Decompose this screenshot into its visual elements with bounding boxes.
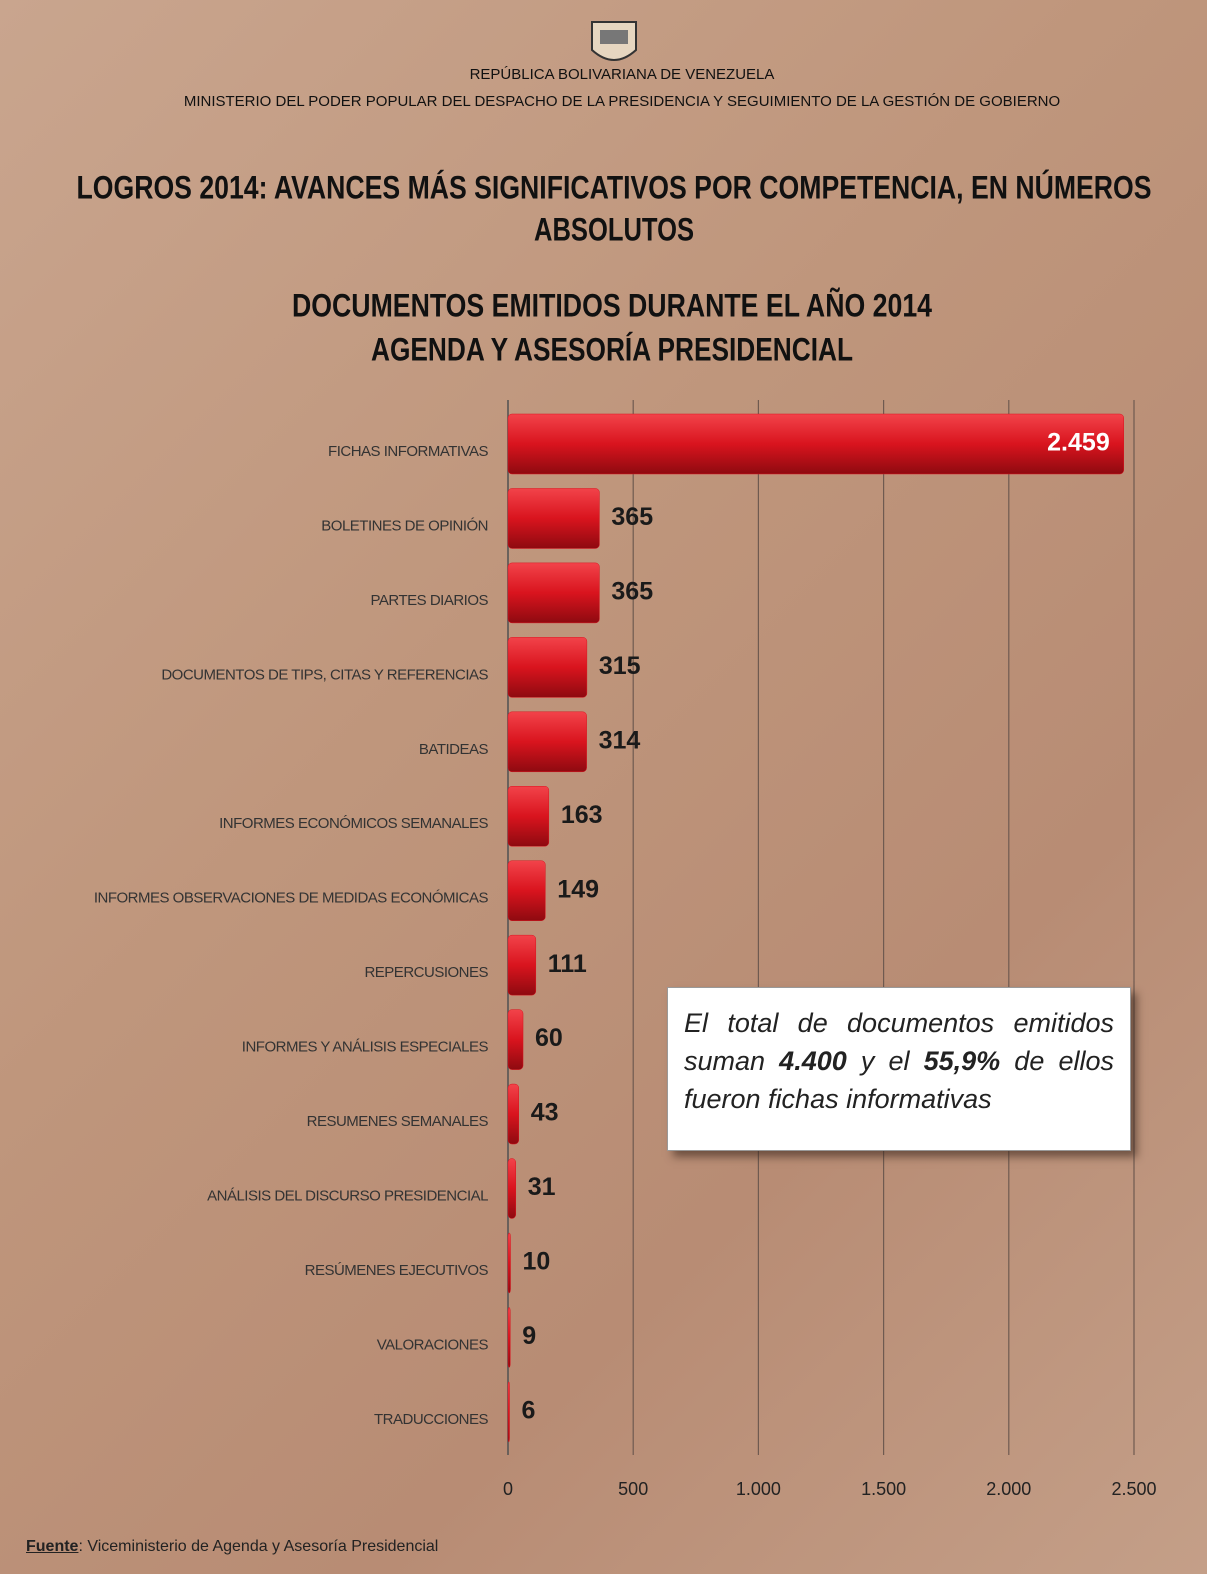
value-label: 2.459 bbox=[1047, 429, 1110, 457]
value-label: 10 bbox=[523, 1248, 551, 1276]
chart-title: DOCUMENTOS EMITIDOS DURANTE EL AÑO 2014 bbox=[292, 287, 932, 323]
bar bbox=[508, 1307, 510, 1367]
chart-title: AGENDA Y ASESORÍA PRESIDENCIAL bbox=[371, 331, 853, 367]
bar bbox=[508, 563, 599, 623]
y-tick-label: TRADUCCIONES bbox=[374, 1411, 489, 1428]
x-tick-label: 2.500 bbox=[1111, 1479, 1156, 1499]
annotation-text: 55,9% bbox=[924, 1046, 1001, 1076]
value-label: 163 bbox=[561, 801, 603, 829]
source-text: : Viceministerio de Agenda y Asesoría Pr… bbox=[78, 1538, 438, 1555]
bar bbox=[508, 637, 587, 697]
value-label: 315 bbox=[599, 652, 641, 680]
emblem bbox=[592, 22, 636, 60]
value-label: 111 bbox=[548, 950, 587, 978]
main-title: LOGROS 2014: AVANCES MÁS SIGNIFICATIVOS … bbox=[77, 169, 1152, 205]
main-title: ABSOLUTOS bbox=[534, 211, 694, 247]
bar bbox=[508, 1233, 511, 1293]
bar bbox=[508, 1159, 516, 1219]
value-label: 365 bbox=[611, 503, 653, 531]
x-tick-label: 1.500 bbox=[861, 1479, 906, 1499]
y-tick-label: INFORMES ECONÓMICOS SEMANALES bbox=[219, 815, 488, 832]
y-tick-label: ANÁLISIS DEL DISCURSO PRESIDENCIAL bbox=[207, 1187, 488, 1204]
value-label: 314 bbox=[599, 726, 641, 754]
annotation: El total de documentos emitidos suman 4.… bbox=[667, 987, 1131, 1151]
value-label: 6 bbox=[522, 1396, 536, 1424]
value-label: 365 bbox=[611, 578, 653, 606]
y-tick-label: BATIDEAS bbox=[419, 741, 489, 758]
y-tick-label: REPERCUSIONES bbox=[364, 964, 488, 981]
value-label: 31 bbox=[528, 1173, 556, 1201]
y-tick-label: RESUMENES SEMANALES bbox=[307, 1113, 489, 1130]
ministry: MINISTERIO DEL PODER POPULAR DEL DESPACH… bbox=[184, 93, 1060, 110]
value-label: 43 bbox=[531, 1099, 559, 1127]
bar bbox=[508, 1382, 510, 1442]
bar bbox=[508, 1084, 519, 1144]
bar bbox=[508, 414, 1124, 474]
y-tick-label: VALORACIONES bbox=[377, 1336, 489, 1353]
bar bbox=[508, 786, 549, 846]
page: REPÚBLICA BOLIVARIANA DE VENEZUELA MINIS… bbox=[0, 0, 1207, 1574]
y-tick-label: INFORMES OBSERVACIONES DE MEDIDAS ECONÓM… bbox=[94, 890, 489, 907]
bar bbox=[508, 488, 599, 548]
y-tick-label: BOLETINES DE OPINIÓN bbox=[321, 517, 488, 534]
bar bbox=[508, 935, 536, 995]
value-label: 9 bbox=[522, 1322, 536, 1350]
y-tick-label: INFORMES Y ANÁLISIS ESPECIALES bbox=[242, 1039, 489, 1056]
y-tick-label: RESÚMENES EJECUTIVOS bbox=[305, 1262, 489, 1279]
x-tick-label: 500 bbox=[618, 1479, 648, 1499]
chart: REPÚBLICA BOLIVARIANA DE VENEZUELA MINIS… bbox=[0, 0, 1207, 1574]
x-tick-label: 0 bbox=[503, 1479, 513, 1499]
x-tick-label: 1.000 bbox=[736, 1479, 781, 1499]
bar bbox=[508, 1010, 523, 1070]
x-tick-label: 2.000 bbox=[986, 1479, 1031, 1499]
y-tick-label: FICHAS INFORMATIVAS bbox=[328, 443, 488, 460]
annotation-text: 4.400 bbox=[779, 1046, 847, 1076]
y-tick-label: PARTES DIARIOS bbox=[371, 592, 489, 609]
bar bbox=[508, 712, 587, 772]
bar bbox=[508, 861, 545, 921]
annotation-text: y el bbox=[847, 1046, 924, 1076]
source: Fuente: Viceministerio de Agenda y Aseso… bbox=[26, 1538, 438, 1556]
value-label: 60 bbox=[535, 1024, 563, 1052]
value-label: 149 bbox=[557, 875, 599, 903]
country: REPÚBLICA BOLIVARIANA DE VENEZUELA bbox=[470, 66, 775, 83]
source-label: Fuente bbox=[26, 1538, 78, 1555]
y-tick-label: DOCUMENTOS DE TIPS, CITAS Y REFERENCIAS bbox=[161, 666, 488, 683]
